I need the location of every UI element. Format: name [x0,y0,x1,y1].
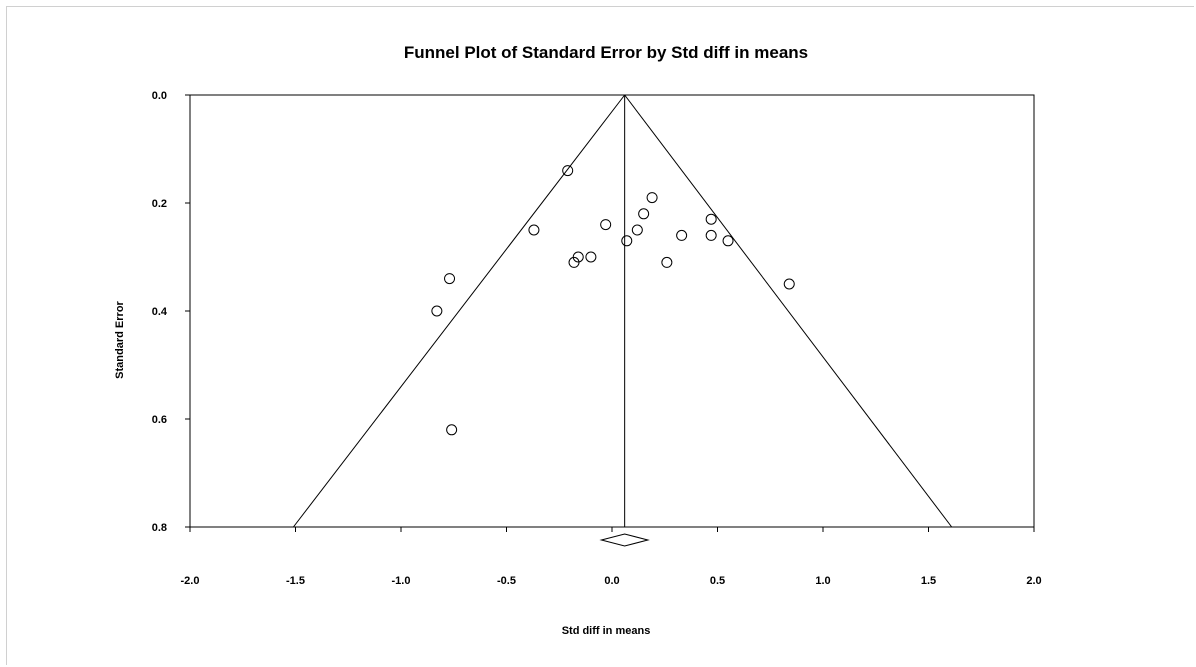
x-axis-label: Std diff in means [562,625,651,637]
summary-diamond [599,533,650,547]
summary-diamond-group [599,533,650,547]
funnel-lines [292,94,953,528]
data-point [646,192,658,204]
data-point [631,224,643,236]
data-point [661,256,673,268]
data-point [528,224,540,236]
data-point [621,235,633,247]
data-point [585,251,597,263]
x-tick-label: -2.0 [181,575,200,587]
data-point [722,235,734,247]
data-point [444,273,456,285]
data-point [705,213,717,225]
x-tick-label: -0.5 [497,575,516,587]
data-point [705,229,717,241]
y-tick-label: 0.0 [152,90,167,102]
plot-area [189,94,1035,528]
y-tick-label: 0.8 [152,522,167,534]
x-tick-label: 1.0 [815,575,830,587]
x-tick-label: -1.5 [286,575,305,587]
x-tick-label: 0.5 [710,575,725,587]
x-tick-label: 2.0 [1026,575,1041,587]
data-point [431,305,443,317]
y-axis: 0.0 0.2 0.4 0.6 0.8 [152,90,190,534]
y-tick-label: 0.2 [152,198,167,210]
data-points [431,165,795,436]
chart-title: Funnel Plot of Standard Error by Std dif… [404,43,808,62]
x-tick-label: 1.5 [921,575,936,587]
data-point [783,278,795,290]
y-axis-label: Standard Error [114,300,126,378]
data-point [562,165,574,177]
x-axis: -2.0 -1.5 -1.0 -0.5 0.0 0.5 1.0 1.5 2.0 [181,527,1042,587]
data-point [600,219,612,231]
y-tick-label: 0.6 [152,414,167,426]
x-tick-label: 0.0 [604,575,619,587]
data-point [568,256,580,268]
funnel-left-line [292,94,626,528]
chart-frame [6,6,1194,665]
y-tick-label: 0.4 [152,306,168,318]
data-point [676,229,688,241]
data-point [638,208,650,220]
funnel-right-line [624,94,953,528]
data-point [446,424,458,436]
x-tick-label: -1.0 [392,575,411,587]
